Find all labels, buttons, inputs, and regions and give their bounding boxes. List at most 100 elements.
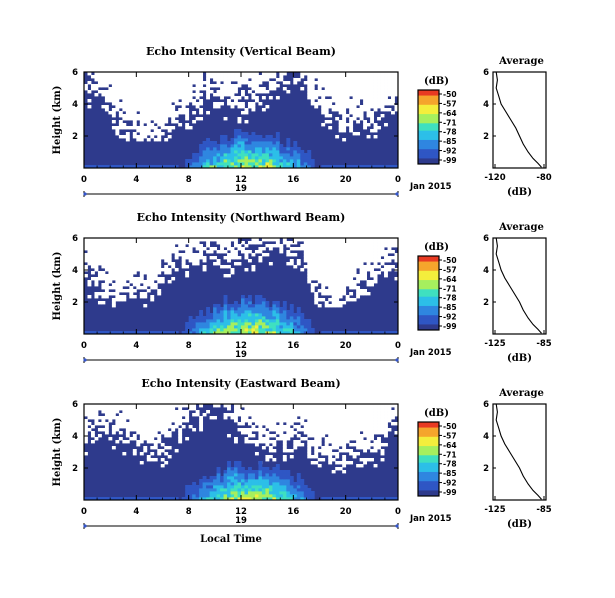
no-echo-cell	[356, 407, 361, 411]
no-echo-cell	[174, 250, 179, 254]
echo-cell	[261, 497, 266, 501]
no-echo-cell	[174, 425, 179, 429]
echo-cell	[216, 485, 221, 489]
no-echo-cell	[373, 262, 378, 266]
no-echo-cell	[111, 96, 116, 100]
no-echo-cell	[342, 93, 347, 97]
no-echo-cell	[314, 105, 319, 109]
echo-cell	[380, 331, 385, 334]
no-echo-cell	[342, 96, 347, 100]
no-echo-cell	[143, 129, 148, 133]
no-echo-cell	[129, 81, 134, 85]
no-echo-cell	[171, 81, 176, 85]
no-echo-cell	[366, 244, 371, 248]
echo-cell	[272, 313, 277, 317]
no-echo-cell	[370, 268, 374, 272]
echo-cell	[188, 488, 193, 492]
no-echo-cell	[310, 434, 315, 438]
no-echo-cell	[139, 271, 144, 275]
no-echo-cell	[206, 90, 210, 94]
no-echo-cell	[87, 72, 92, 76]
no-echo-cell	[195, 105, 200, 109]
no-echo-cell	[335, 268, 340, 272]
echo-cell	[230, 476, 235, 480]
no-echo-cell	[391, 87, 395, 91]
no-echo-cell	[366, 431, 371, 435]
echo-cell	[268, 310, 273, 314]
y-tick-label: 6	[72, 234, 78, 244]
no-echo-cell	[108, 96, 113, 100]
colorbar-swatch	[418, 453, 439, 456]
no-echo-cell	[143, 253, 148, 257]
echo-cell	[241, 304, 245, 308]
no-echo-cell	[164, 413, 169, 417]
echo-cell	[244, 153, 249, 157]
no-echo-cell	[174, 241, 179, 245]
echo-cell	[234, 494, 238, 498]
echo-cell	[251, 494, 256, 498]
no-echo-cell	[352, 87, 357, 91]
date-marker	[83, 358, 87, 362]
echo-cell	[241, 473, 245, 477]
no-echo-cell	[153, 440, 158, 444]
no-echo-cell	[314, 443, 319, 447]
echo-cell	[241, 479, 245, 483]
no-echo-cell	[345, 298, 350, 302]
no-echo-cell	[227, 259, 231, 263]
colorbar-swatch	[418, 470, 439, 473]
no-echo-cell	[101, 301, 106, 305]
no-echo-cell	[373, 428, 378, 432]
no-echo-cell	[317, 265, 322, 269]
no-echo-cell	[118, 416, 123, 420]
no-echo-cell	[150, 404, 155, 408]
no-echo-cell	[230, 253, 235, 257]
no-echo-cell	[380, 416, 385, 420]
no-echo-cell	[366, 247, 371, 251]
y-axis-label: Height (km)	[52, 252, 63, 321]
no-echo-cell	[146, 277, 151, 281]
echo-cell	[220, 479, 224, 483]
no-echo-cell	[345, 250, 350, 254]
no-echo-cell	[363, 244, 367, 248]
no-echo-cell	[328, 259, 333, 263]
no-echo-cell	[342, 410, 347, 414]
no-echo-cell	[146, 102, 151, 106]
colorbar-unit: (dB)	[424, 76, 449, 87]
no-echo-cell	[122, 274, 127, 278]
no-echo-cell	[97, 404, 102, 408]
no-echo-cell	[356, 437, 361, 441]
colorbar-swatch	[418, 315, 439, 318]
panel-3: Echo Intensity (Eastward Beam)246Height …	[52, 377, 552, 545]
no-echo-cell	[90, 75, 95, 79]
no-echo-cell	[125, 416, 130, 420]
echo-cell	[97, 165, 102, 168]
no-echo-cell	[317, 78, 322, 82]
no-echo-cell	[342, 449, 347, 453]
no-echo-cell	[146, 256, 151, 260]
no-echo-cell	[342, 111, 347, 115]
no-echo-cell	[356, 416, 361, 420]
echo-cell	[247, 159, 252, 163]
no-echo-cell	[265, 410, 270, 414]
no-echo-cell	[118, 422, 123, 426]
no-echo-cell	[185, 72, 190, 76]
no-echo-cell	[227, 247, 231, 251]
no-echo-cell	[139, 102, 144, 106]
no-echo-cell	[129, 105, 134, 109]
echo-cell	[223, 473, 228, 477]
no-echo-cell	[153, 138, 158, 142]
no-echo-cell	[125, 117, 130, 121]
echo-cell	[391, 165, 395, 168]
echo-cell	[258, 153, 263, 157]
no-echo-cell	[317, 241, 322, 245]
no-echo-cell	[185, 413, 190, 417]
no-echo-cell	[352, 84, 357, 88]
no-echo-cell	[164, 422, 169, 426]
echo-cell	[258, 316, 263, 320]
no-echo-cell	[213, 72, 217, 76]
no-echo-cell	[94, 247, 99, 251]
colorbar-label: -57	[443, 265, 457, 274]
echo-cell	[227, 470, 231, 474]
no-echo-cell	[335, 452, 340, 456]
echo-cell	[244, 488, 249, 492]
